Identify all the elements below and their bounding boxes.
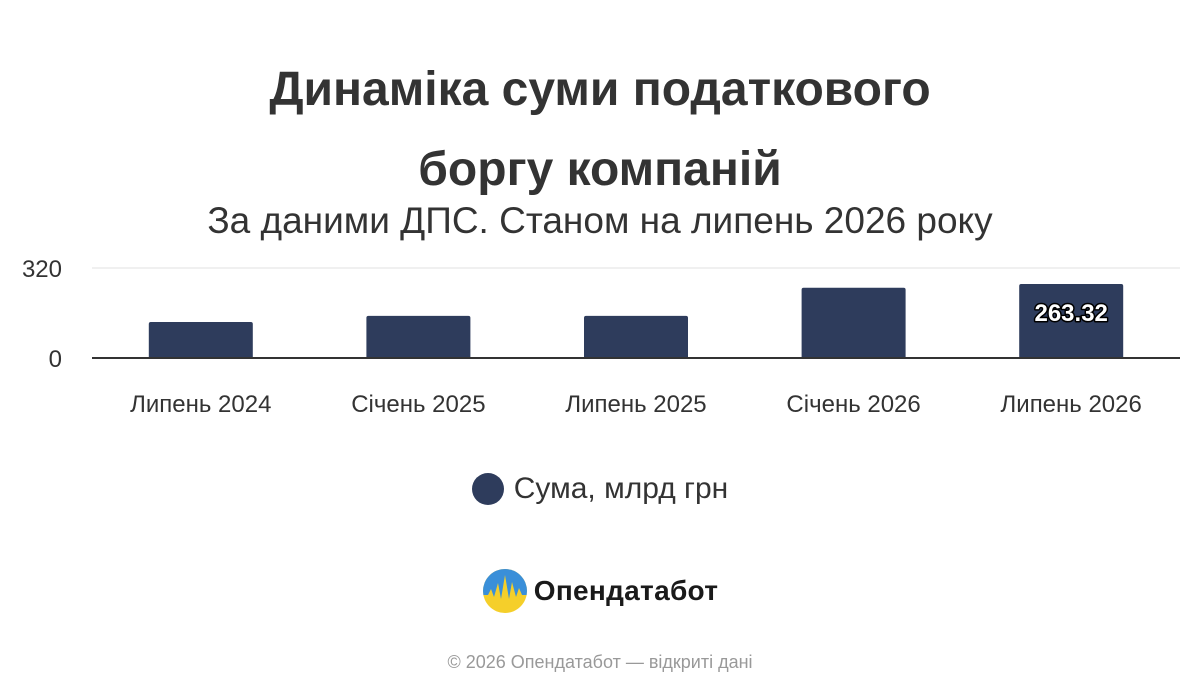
x-tick-label: Січень 2025 [351,391,485,418]
y-tick-label: 320 [22,256,62,283]
bar [1019,283,1124,358]
legend-swatch [471,473,504,505]
legend[interactable]: Сума, млрд грн [0,472,1200,506]
bar [366,315,471,358]
brand-name: Опендатабот [533,575,719,606]
y-tick-label: 0 [49,346,62,373]
chart-title-line-1: Динаміка суми податкового [269,63,931,116]
x-tick-label: Липень 2024 [130,391,271,418]
bar [148,322,253,358]
opendatabot-logo-icon [482,569,527,613]
bar [801,287,906,358]
footer-text: © 2026 Опендатабот — відкриті дані [447,652,753,672]
chart-title-line-2: боргу компаній [418,143,782,196]
x-tick-label: Липень 2026 [1001,391,1142,418]
chart-title: Динаміка суми податкового боргу компаній [0,50,1200,210]
chart-subtitle: За даними ДПС. Станом на липень 2026 рок… [207,200,993,241]
data-label: 263.32 [1034,300,1107,327]
brand: Опендатабот [0,568,1200,614]
bar-chart: 0 320 Липень 2024 Січень 2025 Липень 2025 Січ… [22,256,1180,418]
legend-label: Сума, млрд грн [513,472,729,505]
bar [584,315,688,358]
x-tick-label: Січень 2026 [786,391,920,418]
x-tick-label: Липень 2025 [565,391,706,418]
